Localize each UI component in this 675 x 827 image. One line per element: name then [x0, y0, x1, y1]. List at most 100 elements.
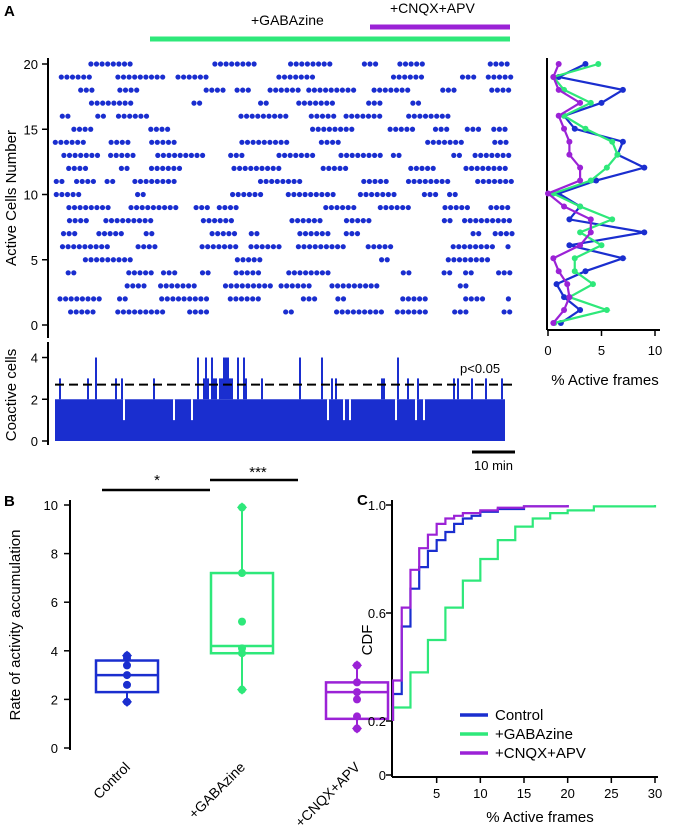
- coactive-spike: [211, 357, 213, 400]
- raster-event-dot: [85, 178, 91, 185]
- raster-event-dot: [373, 61, 379, 67]
- raster-event-dot: [128, 204, 134, 211]
- raster-event-dot: [385, 191, 391, 198]
- raster-event-dot: [494, 152, 501, 158]
- profile-point: [561, 125, 568, 132]
- raster-event-dot: [360, 218, 366, 224]
- raster-event-dot: [430, 165, 436, 171]
- raster-event-dot: [325, 113, 331, 119]
- raster-event-dot: [203, 309, 210, 315]
- coactive-y-tick-label: 4: [31, 351, 38, 366]
- coactive-spike: [397, 357, 399, 400]
- raster-event-dot: [472, 152, 478, 158]
- cdf-x-tick-label: 30: [648, 786, 662, 801]
- raster-event-dot: [354, 113, 360, 119]
- raster-event-dot: [438, 126, 444, 132]
- raster-event-dot: [296, 191, 303, 198]
- raster-event-dot: [491, 178, 498, 185]
- raster-event-dot: [313, 191, 319, 198]
- raster-event-dot: [346, 283, 352, 289]
- raster-event-dot: [366, 100, 372, 106]
- raster-event-dot: [107, 231, 113, 237]
- raster-event-dot: [307, 244, 313, 250]
- profile-point: [614, 151, 621, 158]
- raster-event-dot: [199, 244, 205, 250]
- raster-event-dot: [462, 218, 468, 224]
- raster-event-dot: [371, 113, 377, 119]
- raster-event-dot: [411, 113, 417, 119]
- raster-event-dot: [239, 152, 245, 158]
- raster-event-dot: [456, 152, 462, 158]
- raster-event-dot: [350, 309, 356, 315]
- raster-event-dot: [96, 296, 102, 302]
- coactive-spike: [207, 378, 209, 400]
- raster-event-dot: [158, 283, 164, 289]
- profile-point: [609, 216, 616, 223]
- raster-event-dot: [132, 178, 138, 185]
- raster-event-dot: [339, 309, 345, 315]
- raster-event-dot: [497, 165, 503, 171]
- raster-event-dot: [300, 296, 306, 302]
- raster-event-dot: [343, 126, 349, 132]
- raster-event-dot: [445, 87, 451, 93]
- raster-event-dot: [66, 218, 73, 224]
- coactive-spike: [453, 378, 455, 400]
- raster-event-dot: [159, 296, 165, 302]
- profile-point: [587, 229, 594, 236]
- raster-event-dot: [150, 204, 156, 211]
- raster-event-dot: [374, 191, 380, 198]
- raster-event-dot: [406, 113, 412, 119]
- raster-event-dot: [376, 244, 382, 250]
- raster-event-dot: [419, 61, 425, 67]
- coactive-gap: [123, 399, 125, 421]
- raster-event-dot: [241, 191, 247, 198]
- raster-event-dot: [122, 100, 128, 106]
- raster-event-dot: [326, 126, 332, 132]
- raster-event-dot: [269, 178, 275, 185]
- raster-event-dot: [478, 218, 484, 224]
- raster-event-dot: [186, 283, 192, 289]
- raster-event-dot: [343, 165, 349, 171]
- coactive-spike: [245, 378, 247, 400]
- raster-event-dot: [85, 296, 91, 302]
- raster-event-dot: [108, 152, 114, 158]
- raster-event-dot: [204, 204, 210, 211]
- raster-event-dot: [117, 87, 123, 93]
- cnqx-apv-label: +CNQX+APV: [390, 0, 475, 16]
- raster-event-dot: [334, 87, 340, 93]
- raster-event-dot: [250, 296, 256, 302]
- raster-event-dot: [238, 113, 244, 119]
- raster-event-dot: [503, 139, 509, 145]
- raster-event-dot: [160, 165, 166, 171]
- raster-event-dot: [478, 152, 484, 158]
- coactive-spike: [205, 357, 207, 400]
- raster-event-dot: [110, 257, 116, 263]
- coactive-spike: [223, 357, 225, 400]
- raster-event-dot: [234, 283, 240, 289]
- raster-event-dot: [94, 204, 100, 211]
- raster-event-dot: [154, 139, 160, 145]
- raster-event-dot: [117, 296, 123, 302]
- raster-event-dot: [187, 296, 193, 302]
- raster-event-dot: [450, 244, 456, 250]
- raster-event-dot: [136, 218, 143, 224]
- raster-event-dot: [266, 113, 272, 119]
- raster-event-dot: [82, 165, 89, 171]
- raster-event-dot: [245, 87, 251, 93]
- raster-event-dot: [408, 165, 414, 171]
- raster-event-dot: [311, 218, 317, 224]
- raster-event-dot: [165, 178, 172, 185]
- raster-event-dot: [461, 244, 467, 250]
- profile-point: [561, 294, 568, 301]
- profile-point: [555, 86, 562, 93]
- raster-event-dot: [99, 204, 106, 211]
- raster-event-dot: [124, 165, 130, 171]
- raster-event-dot: [301, 244, 307, 250]
- raster-event-dot: [192, 74, 198, 80]
- raster-event-dot: [310, 152, 316, 158]
- raster-event-dot: [81, 74, 87, 80]
- raster-event-dot: [77, 165, 83, 171]
- raster-event-dot: [191, 100, 197, 106]
- raster-event-dot: [417, 178, 423, 185]
- raster-event-dot: [132, 309, 138, 315]
